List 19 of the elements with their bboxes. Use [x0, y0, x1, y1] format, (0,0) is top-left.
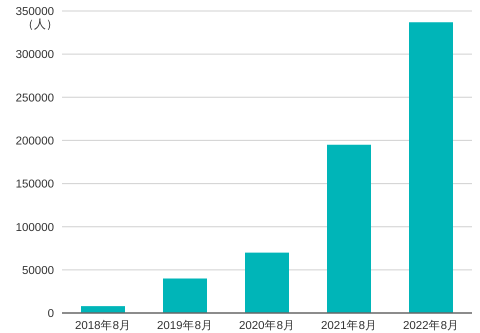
x-tick-label: 2019年8月 [157, 319, 213, 332]
y-axis-title: （人） [22, 16, 58, 33]
x-tick-label: 2022年8月 [403, 319, 459, 332]
x-tick-label: 2021年8月 [321, 319, 377, 332]
y-tick-label: 0 [48, 308, 54, 320]
x-tick-label: 2020年8月 [239, 319, 295, 332]
bar [245, 252, 289, 313]
y-tick-label: 200000 [16, 136, 54, 148]
y-tick-label: 300000 [16, 49, 54, 62]
y-tick-label: 250000 [16, 92, 54, 104]
bar [163, 278, 207, 313]
y-tick-label: 100000 [16, 222, 54, 234]
y-tick-label: 350000 [16, 6, 54, 18]
x-tick-label: 2018年8月 [75, 319, 131, 332]
bar [81, 306, 125, 313]
y-tick-label: 50000 [22, 264, 54, 277]
bar [409, 22, 453, 313]
y-tick-label: 150000 [16, 178, 54, 191]
bar [327, 144, 371, 313]
